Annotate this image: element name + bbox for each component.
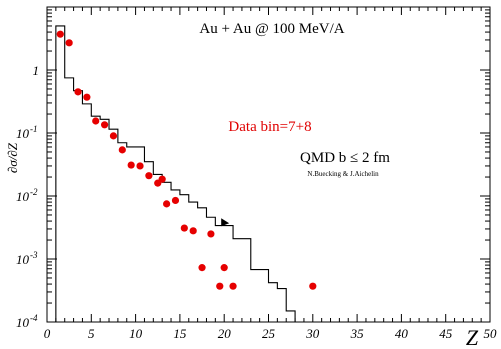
x-tick-label: 5 (88, 326, 95, 341)
data-point (207, 230, 215, 238)
data-point (109, 132, 118, 140)
x-tick-label: 15 (173, 326, 187, 341)
data-point (100, 121, 109, 129)
data-point (136, 162, 144, 170)
data-point (92, 117, 100, 125)
data-point (65, 39, 73, 47)
annotation-qmd: QMD b ≤ 2 fm (300, 150, 390, 166)
y-tick-label: 10 (16, 189, 30, 204)
data-point (74, 88, 82, 96)
labels: Au + Au @ 100 MeV/A Data bin=7+8 QMD b ≤… (5, 21, 479, 349)
x-tick-label: 0 (44, 326, 51, 341)
data-point (171, 196, 180, 205)
y-tick-label: 10 (16, 252, 30, 267)
data-point (220, 264, 228, 272)
x-tick-label: 30 (305, 326, 320, 341)
annotation-data-bin: Data bin=7+8 (228, 119, 311, 135)
y-tick-exponent: -3 (30, 250, 38, 260)
data-point (189, 227, 197, 235)
data-point (127, 161, 135, 169)
y-tick-exponent: -2 (30, 187, 38, 197)
x-axis-label: Z (466, 325, 479, 349)
data-point (145, 172, 153, 180)
data-point (83, 93, 91, 101)
arrow-marker (221, 218, 230, 227)
data-points (56, 30, 317, 290)
y-tick-exponent: -4 (30, 313, 38, 323)
data-point (163, 200, 171, 208)
x-tick-label: 20 (218, 326, 232, 341)
histogram-line (55, 25, 296, 322)
x-tick-label: 45 (439, 326, 453, 341)
x-tick-label: 10 (129, 326, 143, 341)
x-tick-label: 40 (395, 326, 409, 341)
y-tick-label: 10 (16, 126, 30, 141)
annotation-authors: N.Buecking & J.Aichelin (307, 170, 379, 178)
data-point (309, 282, 317, 290)
y-axis-label: ∂σ/∂Z (5, 142, 20, 173)
data-point (180, 224, 188, 232)
data-point (198, 264, 206, 272)
x-tick-label: 25 (262, 326, 276, 341)
data-point (56, 30, 64, 38)
y-tick-label: 10 (16, 315, 30, 330)
y-tick-exponent: -1 (30, 124, 38, 134)
data-point (229, 282, 237, 290)
data-point (216, 282, 224, 290)
x-tick-label: 35 (350, 326, 365, 341)
chart-title: Au + Au @ 100 MeV/A (199, 21, 344, 37)
qmd-histogram (55, 25, 296, 322)
data-point (118, 146, 126, 154)
y-tick-label: 1 (33, 63, 40, 78)
data-point (158, 175, 166, 183)
x-tick-label: 50 (484, 326, 498, 341)
